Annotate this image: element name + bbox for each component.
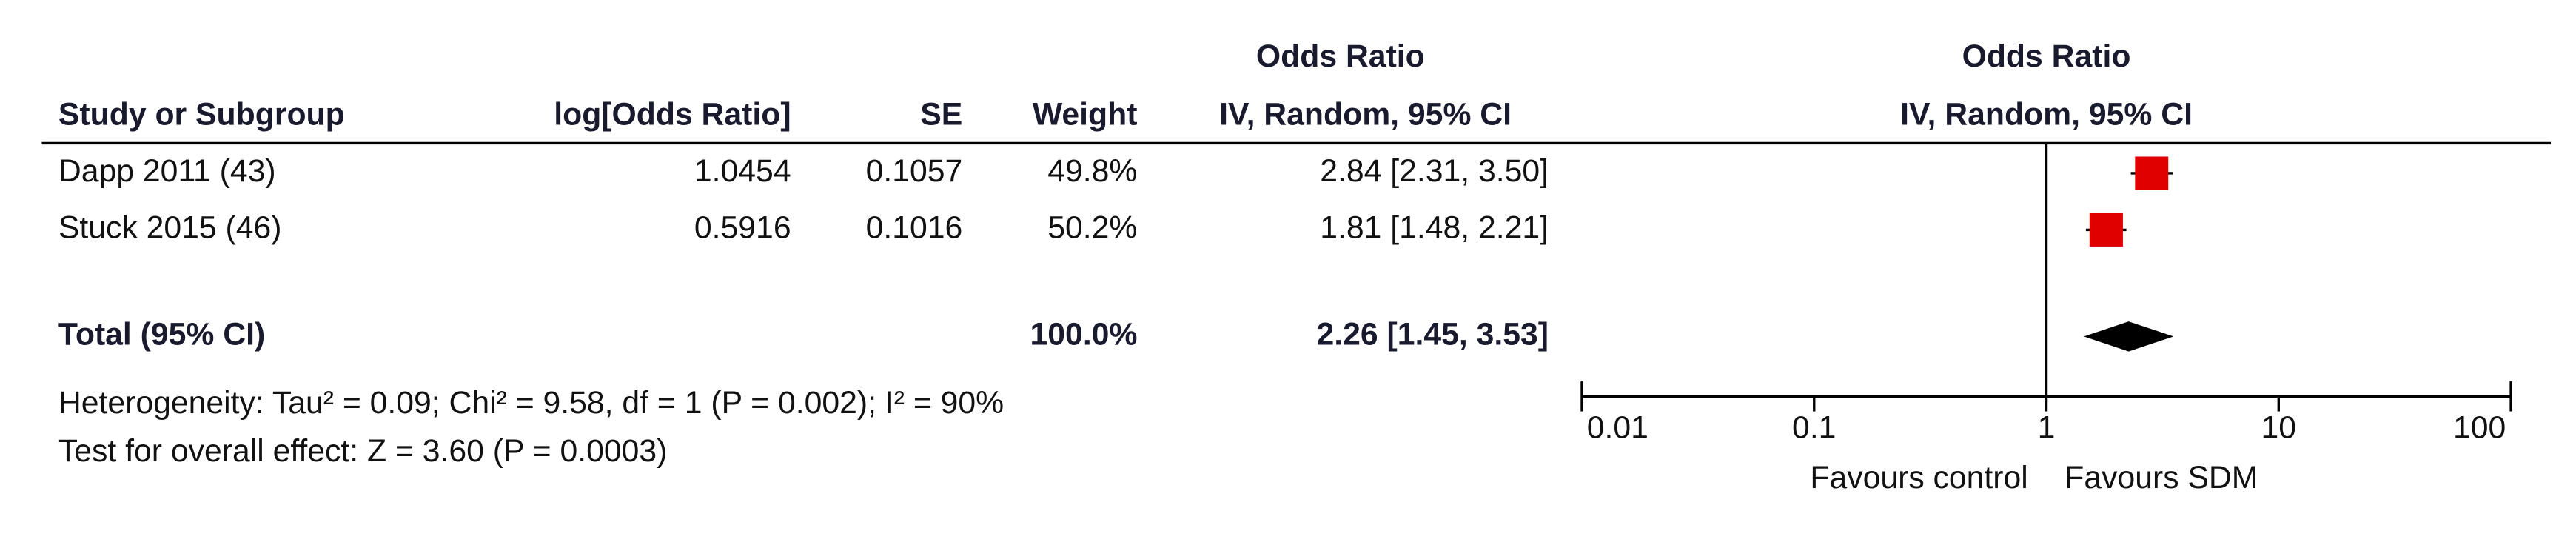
favours-label: Favours SDM [2065, 460, 2258, 495]
x-tick-label: 0.1 [1792, 410, 1836, 446]
effect-square [2135, 156, 2169, 190]
ci-text: 2.84 [2.31, 3.50] [1320, 153, 1549, 189]
column-header: SE [920, 97, 962, 133]
weight: 49.8% [1047, 153, 1137, 189]
column-header: IV, Random, 95% CI [1219, 97, 1512, 133]
plot-header: IV, Random, 95% CI [1900, 97, 2193, 133]
study-name: Total (95% CI) [58, 317, 265, 352]
x-tick-label: 1 [2038, 410, 2056, 446]
weight: 100.0% [1030, 317, 1138, 352]
se: 0.1016 [866, 210, 963, 246]
study-name: Stuck 2015 (46) [58, 210, 282, 246]
overall-effect: Test for overall effect: Z = 3.60 (P = 0… [58, 433, 667, 469]
study-name: Dapp 2011 (43) [58, 153, 276, 189]
heterogeneity: Heterogeneity: Tau² = 0.09; Chi² = 9.58,… [58, 385, 1004, 421]
column-header: Weight [1033, 97, 1138, 133]
log-or: 1.0454 [694, 153, 791, 189]
ci-text: 1.81 [1.48, 2.21] [1320, 210, 1549, 246]
x-tick-label: 10 [2261, 410, 2297, 446]
weight: 50.2% [1047, 210, 1137, 246]
column-header: Study or Subgroup [58, 97, 345, 133]
group-header: Odds Ratio [1256, 39, 1425, 74]
se: 0.1057 [866, 153, 963, 189]
x-tick-label: 0.01 [1587, 410, 1648, 446]
x-tick-label: 100 [2453, 410, 2506, 446]
log-or: 0.5916 [694, 210, 791, 246]
effect-square [2089, 213, 2123, 247]
column-header: log[Odds Ratio] [554, 97, 791, 133]
ci-text: 2.26 [1.45, 3.53] [1317, 317, 1549, 352]
favours-label: Favours control [1810, 460, 2027, 495]
total-diamond [2084, 321, 2174, 352]
plot-header: Odds Ratio [1962, 39, 2131, 74]
